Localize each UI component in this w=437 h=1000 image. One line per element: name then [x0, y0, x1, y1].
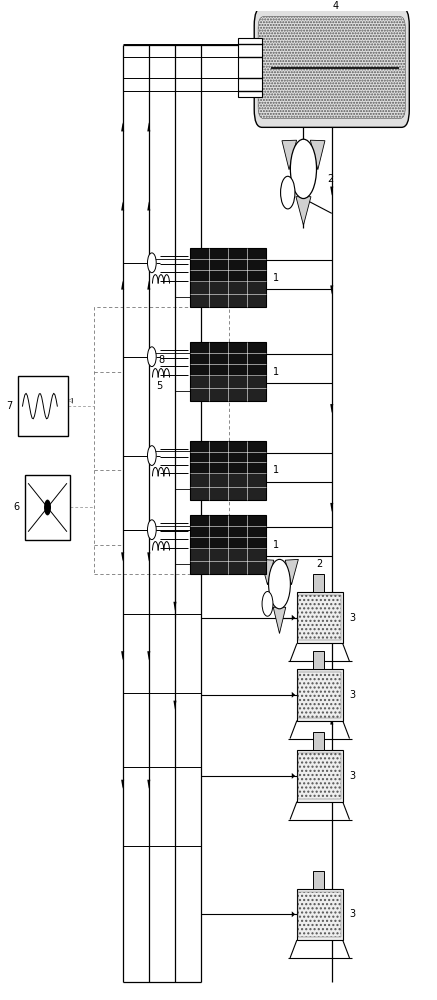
- Polygon shape: [147, 780, 150, 789]
- Polygon shape: [330, 285, 333, 294]
- Bar: [297, 669, 343, 721]
- Circle shape: [269, 559, 290, 609]
- Bar: [298, 672, 341, 718]
- Polygon shape: [330, 404, 333, 413]
- Text: 1: 1: [273, 367, 279, 377]
- Text: 4: 4: [333, 1, 339, 11]
- Bar: [238, 38, 262, 97]
- Circle shape: [148, 446, 156, 465]
- Polygon shape: [173, 602, 177, 611]
- Polygon shape: [147, 281, 150, 290]
- Polygon shape: [147, 552, 150, 561]
- Bar: [190, 342, 267, 375]
- Polygon shape: [260, 559, 274, 585]
- Text: 8: 8: [159, 355, 165, 365]
- Polygon shape: [292, 911, 295, 917]
- Circle shape: [281, 176, 295, 209]
- Polygon shape: [330, 187, 333, 196]
- Bar: [190, 548, 267, 574]
- Polygon shape: [121, 651, 124, 660]
- Circle shape: [290, 139, 316, 199]
- Text: 2: 2: [327, 174, 334, 184]
- Text: 3: 3: [349, 771, 355, 781]
- Polygon shape: [292, 773, 295, 779]
- Polygon shape: [330, 716, 333, 725]
- Polygon shape: [292, 615, 295, 621]
- Polygon shape: [296, 197, 311, 225]
- Text: 1: 1: [273, 540, 279, 550]
- Polygon shape: [282, 140, 297, 170]
- Text: 5: 5: [156, 381, 163, 391]
- Polygon shape: [121, 122, 124, 131]
- Bar: [297, 592, 343, 643]
- Bar: [24, 475, 70, 540]
- Polygon shape: [121, 201, 124, 210]
- Polygon shape: [147, 651, 150, 660]
- Bar: [298, 892, 341, 937]
- Text: 3: 3: [349, 690, 355, 700]
- Polygon shape: [310, 140, 325, 170]
- Bar: [18, 376, 68, 436]
- Text: 7: 7: [7, 401, 13, 411]
- Polygon shape: [147, 122, 150, 131]
- Text: 6: 6: [13, 502, 19, 512]
- Bar: [313, 732, 324, 750]
- Polygon shape: [121, 281, 124, 290]
- Circle shape: [148, 520, 156, 540]
- Polygon shape: [173, 701, 177, 710]
- Bar: [190, 515, 267, 548]
- Polygon shape: [121, 552, 124, 561]
- Polygon shape: [273, 607, 286, 634]
- Circle shape: [44, 500, 51, 515]
- Bar: [190, 375, 267, 401]
- Circle shape: [262, 592, 273, 616]
- Polygon shape: [121, 780, 124, 789]
- Bar: [297, 889, 343, 940]
- Bar: [313, 871, 324, 889]
- Text: 1: 1: [273, 273, 279, 283]
- FancyBboxPatch shape: [254, 8, 409, 127]
- Polygon shape: [285, 559, 298, 585]
- Text: 3: 3: [349, 909, 355, 919]
- Text: 3: 3: [349, 613, 355, 623]
- Bar: [190, 281, 267, 307]
- Polygon shape: [292, 692, 295, 698]
- Bar: [190, 248, 267, 281]
- Text: ◁|: ◁|: [67, 397, 73, 403]
- Circle shape: [148, 253, 156, 273]
- Polygon shape: [147, 201, 150, 210]
- Text: 1: 1: [273, 465, 279, 475]
- Bar: [297, 750, 343, 802]
- Text: 2: 2: [316, 559, 323, 569]
- Polygon shape: [330, 617, 333, 626]
- Bar: [190, 473, 267, 500]
- Circle shape: [148, 347, 156, 367]
- Bar: [313, 574, 324, 592]
- Bar: [298, 595, 341, 640]
- Bar: [313, 651, 324, 669]
- Bar: [190, 441, 267, 473]
- Polygon shape: [330, 503, 333, 512]
- Bar: [298, 753, 341, 799]
